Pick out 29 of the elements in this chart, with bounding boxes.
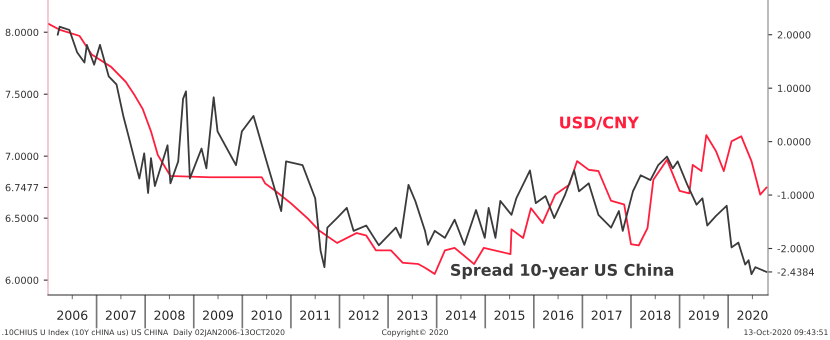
x-tick-label: 2009 <box>203 310 234 320</box>
x-tick-label: 2017 <box>592 310 622 320</box>
y-tick-label: 7.5000 <box>6 90 38 98</box>
x-tick-label: 2016 <box>543 310 574 320</box>
x-tick-label: 2006 <box>57 310 88 320</box>
y-tick-label: 6.5000 <box>6 214 38 222</box>
x-tick-label: 2013 <box>397 310 428 320</box>
y2-tick-label: 0.0000 <box>778 138 810 146</box>
y-tick-label: 8.0000 <box>6 28 38 36</box>
y-tick-label: 6.7477 <box>6 184 38 192</box>
x-tick-label: 2007 <box>106 310 136 320</box>
x-tick-label: 2014 <box>446 310 476 320</box>
x-tick-label: 2011 <box>300 310 330 320</box>
series-label: Spread 10-year US China <box>451 264 674 280</box>
y-tick-label: 6.0000 <box>6 276 38 284</box>
text: USD/CNY <box>560 116 640 130</box>
x-tick-label: 2019 <box>688 310 719 320</box>
x-tick-label: 2020 <box>737 310 768 320</box>
y2-tick-label: 1.0000 <box>778 84 810 92</box>
x-tick-label: 2018 <box>640 310 670 320</box>
x-tick-label: 2010 <box>252 310 282 320</box>
y2-tick-label: -2.4384 <box>778 268 814 276</box>
y2-tick-label: -1.0000 <box>778 192 814 199</box>
y2-tick-label: -2.0000 <box>778 244 814 252</box>
y2-tick-label: 2.0000 <box>778 31 810 39</box>
y-tick-label: 7.0000 <box>6 152 38 160</box>
x-tick-label: 2008 <box>154 310 185 320</box>
x-tick-label: 2012 <box>348 310 378 320</box>
x-tick-label: 2015 <box>494 310 524 320</box>
